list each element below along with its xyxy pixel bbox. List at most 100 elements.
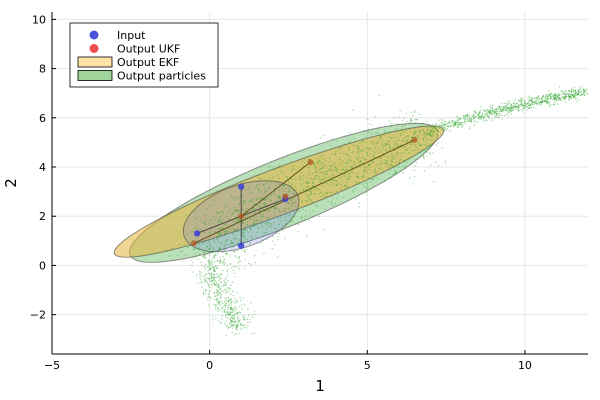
particle-point xyxy=(569,96,571,98)
particle-point xyxy=(463,117,465,120)
particle-point xyxy=(391,122,393,124)
particle-point xyxy=(224,231,226,233)
particle-point xyxy=(288,188,290,190)
particle-point xyxy=(577,90,580,93)
particle-point xyxy=(335,185,337,187)
particle-point xyxy=(446,126,448,128)
particle-point xyxy=(218,286,220,288)
particle-point xyxy=(211,263,213,265)
particle-point xyxy=(277,197,279,199)
particle-point xyxy=(192,271,194,273)
particle-point xyxy=(414,119,416,121)
particle-point xyxy=(490,107,492,109)
ukf-point xyxy=(238,213,245,220)
particle-point xyxy=(428,132,430,134)
particle-point xyxy=(480,118,482,120)
particle-point xyxy=(347,159,349,161)
particle-point xyxy=(538,102,540,104)
y-tick-label: −2 xyxy=(30,309,46,322)
particle-point xyxy=(206,253,208,255)
particle-point xyxy=(568,93,570,95)
particle-point xyxy=(324,159,326,161)
particle-point xyxy=(340,172,343,174)
particle-point xyxy=(206,207,208,209)
particle-point xyxy=(223,247,225,249)
particle-point xyxy=(244,229,246,231)
particle-point xyxy=(440,126,442,128)
particle-point xyxy=(289,219,291,221)
particle-point xyxy=(465,118,467,120)
particle-point xyxy=(277,218,279,220)
particle-point xyxy=(286,224,288,226)
particle-point xyxy=(343,175,345,177)
legend-label-output-particles: Output particles xyxy=(117,70,206,83)
particle-point xyxy=(232,290,234,292)
particle-point xyxy=(332,174,334,176)
particle-point xyxy=(480,116,483,119)
particle-point xyxy=(504,102,506,104)
particle-point xyxy=(410,119,412,121)
particle-point xyxy=(240,201,242,203)
particle-point xyxy=(228,289,230,291)
particle-point xyxy=(288,191,290,193)
particle-point xyxy=(326,192,328,194)
particle-point xyxy=(213,276,215,278)
particle-point xyxy=(236,312,238,314)
particle-point xyxy=(247,314,249,317)
particle-point xyxy=(517,106,519,108)
particle-point xyxy=(485,112,487,114)
particle-point xyxy=(236,218,238,220)
particle-point xyxy=(555,95,557,97)
particle-point xyxy=(568,90,570,92)
particle-point xyxy=(226,311,228,314)
particle-point xyxy=(345,153,347,155)
particle-point xyxy=(231,242,234,244)
particle-point xyxy=(404,165,406,167)
particle-point xyxy=(269,226,271,228)
particle-point xyxy=(216,260,219,262)
particle-point xyxy=(453,123,455,125)
particle-point xyxy=(429,133,431,135)
particle-point xyxy=(210,297,212,299)
particle-point xyxy=(227,312,229,314)
particle-point xyxy=(489,110,492,112)
particle-point xyxy=(343,185,345,187)
particle-point xyxy=(549,97,551,99)
particle-point xyxy=(208,304,210,306)
particle-point xyxy=(328,180,330,182)
particle-point xyxy=(548,90,550,92)
legend-label-output-ekf: Output EKF xyxy=(117,56,179,69)
particle-point xyxy=(226,252,228,254)
particle-point xyxy=(566,95,568,97)
particle-point xyxy=(417,148,419,150)
particle-point xyxy=(470,120,472,123)
particle-point xyxy=(227,291,229,293)
particle-point xyxy=(488,117,491,119)
particle-point xyxy=(528,107,530,109)
particle-point xyxy=(278,195,280,197)
particle-point xyxy=(554,94,556,96)
particle-point xyxy=(323,179,325,181)
particle-point xyxy=(180,251,182,253)
particle-point xyxy=(413,133,415,135)
particle-point xyxy=(547,96,549,98)
particle-point xyxy=(294,185,296,187)
particle-point xyxy=(227,244,229,246)
particle-point xyxy=(226,264,228,267)
particle-point xyxy=(584,92,586,94)
particle-point xyxy=(220,221,222,223)
particle-point xyxy=(349,159,351,161)
particle-point xyxy=(222,302,224,305)
particle-point xyxy=(327,201,329,203)
particle-point xyxy=(222,227,224,229)
particle-point xyxy=(290,221,292,223)
particle-point xyxy=(310,193,312,195)
particle-point xyxy=(194,248,196,250)
particle-point xyxy=(546,103,548,105)
particle-point xyxy=(359,150,361,152)
particle-point xyxy=(461,121,463,123)
particle-point xyxy=(325,192,327,194)
particle-point xyxy=(317,205,319,207)
particle-point xyxy=(234,321,236,323)
